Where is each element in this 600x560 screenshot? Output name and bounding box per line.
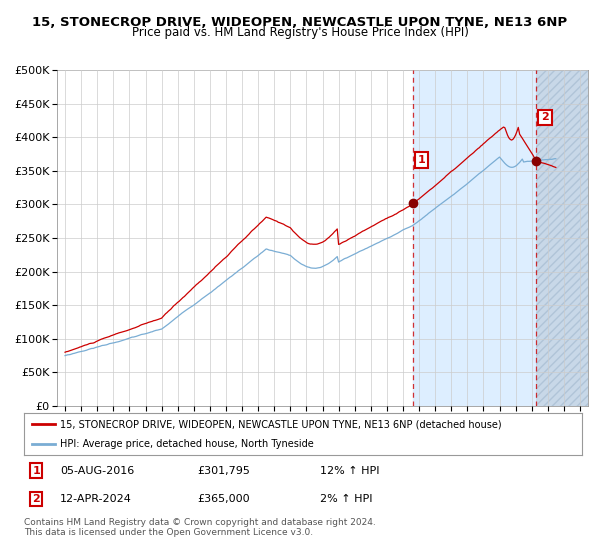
Bar (536, 70, 588, 406)
Text: 1: 1 (32, 466, 40, 475)
Text: HPI: Average price, detached house, North Tyneside: HPI: Average price, detached house, Nort… (60, 439, 314, 449)
Text: 12% ↑ HPI: 12% ↑ HPI (320, 466, 379, 475)
Text: 2% ↑ HPI: 2% ↑ HPI (320, 494, 372, 504)
Text: Price paid vs. HM Land Registry's House Price Index (HPI): Price paid vs. HM Land Registry's House … (131, 26, 469, 39)
Text: 15, STONECROP DRIVE, WIDEOPEN, NEWCASTLE UPON TYNE, NE13 6NP: 15, STONECROP DRIVE, WIDEOPEN, NEWCASTLE… (32, 16, 568, 29)
Text: Contains HM Land Registry data © Crown copyright and database right 2024.
This d: Contains HM Land Registry data © Crown c… (24, 518, 376, 538)
Text: £365,000: £365,000 (197, 494, 250, 504)
Text: 2: 2 (541, 113, 549, 123)
Bar (413, 70, 588, 406)
Text: 1: 1 (418, 155, 425, 165)
Text: £301,795: £301,795 (197, 466, 250, 475)
Text: 2: 2 (32, 494, 40, 504)
Text: 12-APR-2024: 12-APR-2024 (60, 494, 132, 504)
Text: 15, STONECROP DRIVE, WIDEOPEN, NEWCASTLE UPON TYNE, NE13 6NP (detached house): 15, STONECROP DRIVE, WIDEOPEN, NEWCASTLE… (60, 419, 502, 430)
Text: 05-AUG-2016: 05-AUG-2016 (60, 466, 134, 475)
